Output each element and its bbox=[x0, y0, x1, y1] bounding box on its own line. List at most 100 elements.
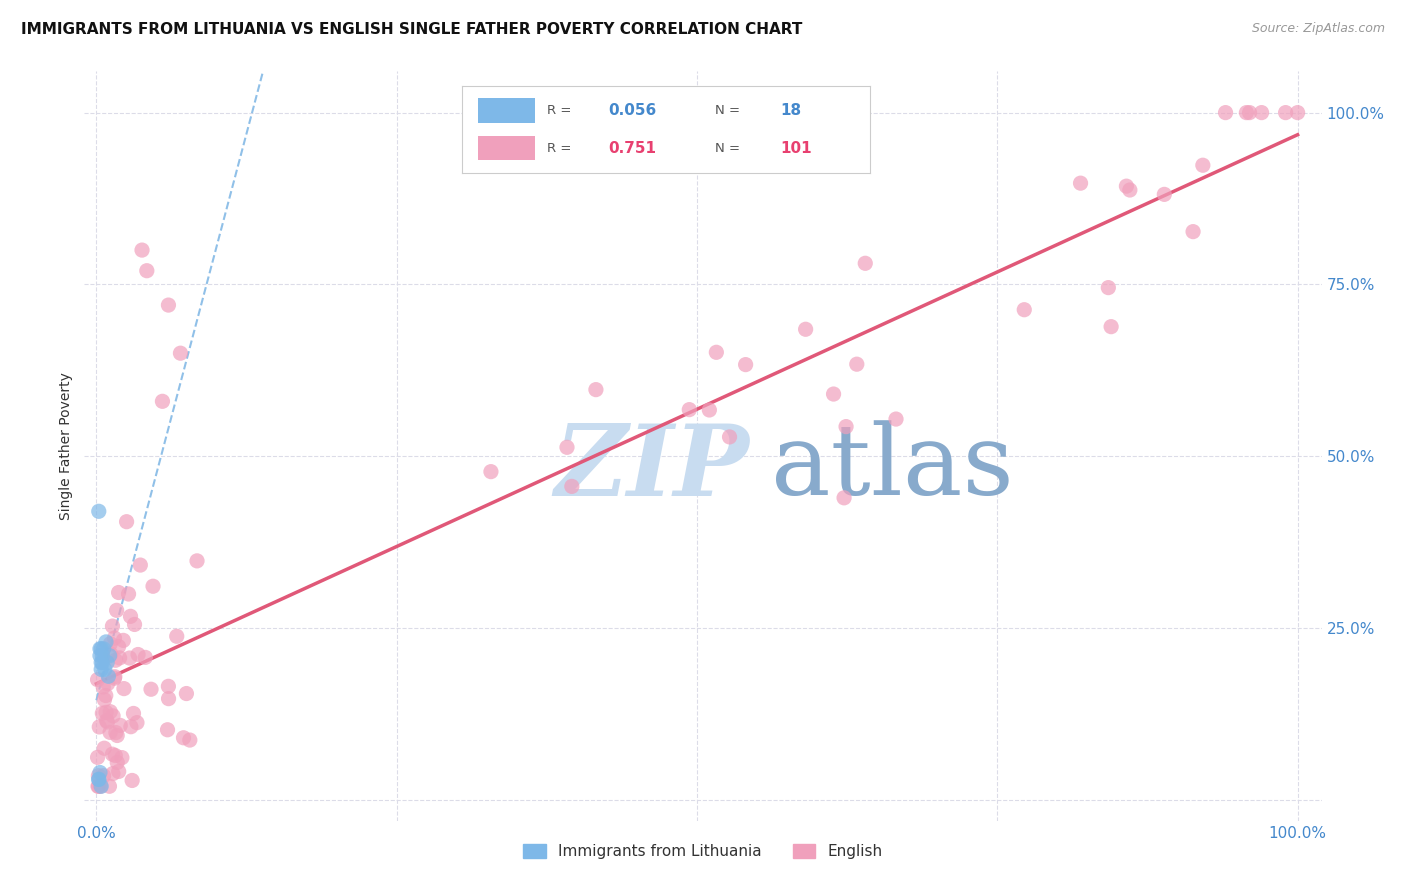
Point bbox=[108, 651, 131, 665]
Point bbox=[89, 648, 111, 663]
Point bbox=[103, 631, 125, 645]
Point bbox=[124, 617, 146, 632]
Point bbox=[97, 676, 120, 690]
Point bbox=[157, 298, 180, 312]
Point bbox=[718, 430, 741, 444]
Point bbox=[166, 629, 188, 643]
Point bbox=[1099, 319, 1122, 334]
Point bbox=[96, 656, 118, 670]
Point bbox=[1182, 225, 1205, 239]
Point bbox=[94, 662, 117, 676]
Point bbox=[111, 750, 134, 764]
Point bbox=[1097, 280, 1119, 294]
Point bbox=[120, 720, 142, 734]
Y-axis label: Single Father Poverty: Single Father Poverty bbox=[59, 372, 73, 520]
Point bbox=[104, 725, 127, 739]
Point bbox=[734, 358, 756, 372]
Point bbox=[884, 412, 907, 426]
Point bbox=[1119, 183, 1142, 197]
Point bbox=[179, 733, 201, 747]
Point bbox=[87, 504, 110, 518]
Point bbox=[104, 653, 127, 667]
Point bbox=[98, 705, 121, 719]
Point bbox=[90, 779, 112, 793]
Point bbox=[89, 720, 111, 734]
Point bbox=[98, 637, 121, 651]
Point bbox=[122, 706, 145, 721]
Point bbox=[699, 403, 721, 417]
Point bbox=[93, 769, 115, 783]
Point bbox=[131, 243, 153, 257]
Point bbox=[823, 387, 845, 401]
Point bbox=[91, 648, 114, 663]
Point bbox=[94, 706, 117, 720]
Point bbox=[120, 609, 142, 624]
Point bbox=[87, 772, 110, 787]
Point bbox=[115, 515, 138, 529]
Point bbox=[125, 715, 148, 730]
Point bbox=[96, 714, 118, 728]
Point bbox=[835, 419, 858, 434]
Point bbox=[98, 779, 121, 793]
Point bbox=[118, 651, 141, 665]
Point bbox=[127, 648, 149, 662]
Point bbox=[107, 640, 129, 654]
Point bbox=[186, 554, 208, 568]
Point bbox=[90, 656, 112, 670]
Point bbox=[561, 479, 583, 493]
Point bbox=[704, 345, 727, 359]
Point bbox=[173, 731, 195, 745]
Point bbox=[678, 402, 700, 417]
Point bbox=[91, 706, 114, 721]
Point bbox=[157, 679, 180, 693]
Point bbox=[87, 769, 110, 783]
Point bbox=[94, 635, 117, 649]
Point bbox=[104, 748, 127, 763]
Point bbox=[93, 741, 115, 756]
Point bbox=[176, 687, 198, 701]
Point bbox=[112, 633, 135, 648]
Text: atlas: atlas bbox=[770, 421, 1014, 516]
Point bbox=[110, 718, 132, 732]
Text: ZIP: ZIP bbox=[554, 420, 749, 516]
Point bbox=[100, 647, 122, 661]
Point bbox=[87, 779, 110, 793]
Point bbox=[90, 641, 112, 656]
Point bbox=[117, 587, 139, 601]
Point bbox=[1153, 187, 1175, 202]
Text: IMMIGRANTS FROM LITHUANIA VS ENGLISH SINGLE FATHER POVERTY CORRELATION CHART: IMMIGRANTS FROM LITHUANIA VS ENGLISH SIN… bbox=[21, 22, 803, 37]
Point bbox=[86, 673, 108, 687]
Point bbox=[1215, 105, 1237, 120]
Point bbox=[1012, 302, 1035, 317]
Legend: Immigrants from Lithuania, English: Immigrants from Lithuania, English bbox=[517, 838, 889, 865]
Point bbox=[98, 648, 121, 663]
Point bbox=[91, 656, 114, 670]
Point bbox=[1070, 176, 1092, 190]
Point bbox=[105, 603, 128, 617]
Point bbox=[101, 766, 124, 780]
Text: Source: ZipAtlas.com: Source: ZipAtlas.com bbox=[1251, 22, 1385, 36]
Point bbox=[139, 682, 162, 697]
Point bbox=[87, 779, 110, 793]
Point bbox=[121, 773, 143, 788]
Point bbox=[479, 465, 502, 479]
Point bbox=[105, 756, 128, 770]
Point bbox=[101, 747, 124, 761]
Point bbox=[94, 689, 117, 703]
Point bbox=[129, 558, 152, 572]
Point bbox=[91, 680, 114, 694]
Point bbox=[1274, 105, 1296, 120]
Point bbox=[87, 772, 110, 787]
Point bbox=[107, 764, 129, 779]
Point bbox=[134, 650, 156, 665]
Point bbox=[89, 641, 111, 656]
Point bbox=[1286, 105, 1309, 120]
Point bbox=[89, 765, 111, 780]
Point bbox=[794, 322, 817, 336]
Point bbox=[104, 670, 127, 684]
Point bbox=[156, 723, 179, 737]
Point bbox=[107, 585, 129, 599]
Point bbox=[93, 641, 115, 656]
Point bbox=[90, 779, 112, 793]
Point bbox=[86, 750, 108, 764]
